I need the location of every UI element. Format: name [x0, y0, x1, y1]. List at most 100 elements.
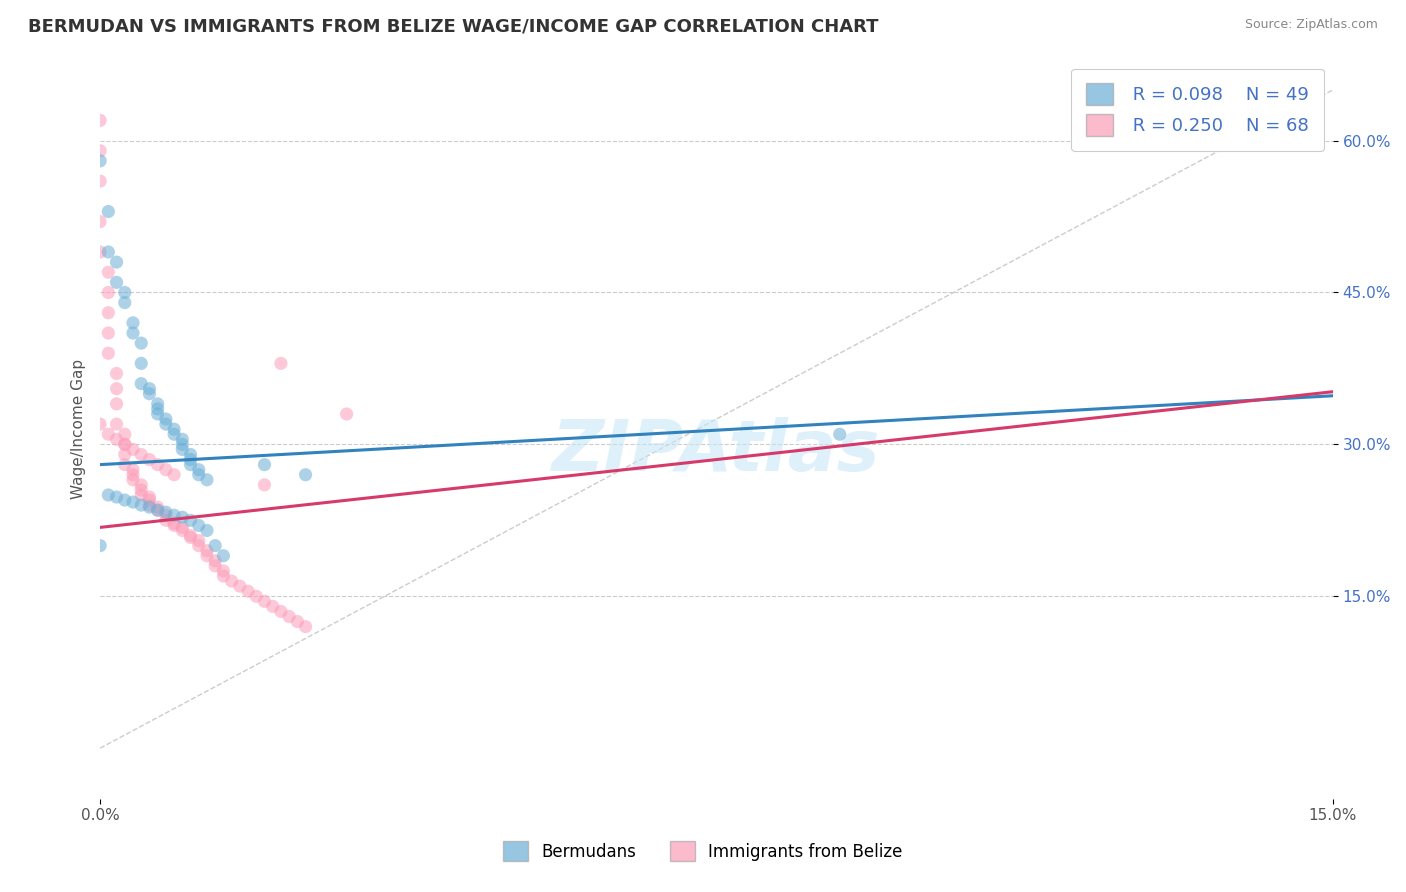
- Point: [155, 508, 177, 523]
- Point: [89, 153, 111, 168]
- Point: [89, 113, 111, 128]
- Point: [89, 417, 111, 431]
- Point: [97, 244, 120, 259]
- Point: [155, 412, 177, 426]
- Point: [236, 584, 259, 599]
- Point: [163, 467, 186, 482]
- Point: [180, 531, 202, 545]
- Point: [105, 382, 128, 396]
- Point: [97, 285, 120, 300]
- Point: [155, 513, 177, 527]
- Point: [129, 498, 152, 512]
- Text: ZIPAtlas: ZIPAtlas: [553, 417, 880, 486]
- Point: [180, 513, 202, 527]
- Point: [221, 574, 243, 588]
- Point: [146, 407, 169, 421]
- Point: [122, 495, 145, 509]
- Point: [138, 498, 160, 512]
- Point: [253, 458, 276, 472]
- Point: [114, 437, 136, 451]
- Point: [129, 336, 152, 351]
- Point: [114, 493, 136, 508]
- Point: [114, 458, 136, 472]
- Point: [122, 467, 145, 482]
- Point: [204, 558, 226, 573]
- Point: [172, 510, 194, 524]
- Legend: Bermudans, Immigrants from Belize: Bermudans, Immigrants from Belize: [491, 828, 915, 875]
- Point: [172, 520, 194, 534]
- Point: [97, 427, 120, 442]
- Point: [245, 589, 267, 603]
- Point: [229, 579, 252, 593]
- Text: BERMUDAN VS IMMIGRANTS FROM BELIZE WAGE/INCOME GAP CORRELATION CHART: BERMUDAN VS IMMIGRANTS FROM BELIZE WAGE/…: [28, 18, 879, 36]
- Point: [138, 500, 160, 515]
- Point: [122, 463, 145, 477]
- Point: [97, 204, 120, 219]
- Point: [195, 543, 218, 558]
- Point: [122, 442, 145, 457]
- Point: [122, 473, 145, 487]
- Point: [336, 407, 359, 421]
- Point: [146, 401, 169, 416]
- Point: [89, 539, 111, 553]
- Point: [195, 549, 218, 563]
- Point: [89, 174, 111, 188]
- Point: [278, 609, 301, 624]
- Point: [195, 473, 218, 487]
- Y-axis label: Wage/Income Gap: Wage/Income Gap: [72, 359, 86, 500]
- Point: [204, 554, 226, 568]
- Point: [212, 564, 235, 578]
- Point: [828, 427, 851, 442]
- Point: [89, 244, 111, 259]
- Point: [138, 490, 160, 504]
- Point: [262, 599, 284, 614]
- Point: [138, 386, 160, 401]
- Point: [129, 483, 152, 497]
- Point: [97, 265, 120, 279]
- Point: [172, 442, 194, 457]
- Point: [138, 382, 160, 396]
- Point: [163, 427, 186, 442]
- Point: [180, 452, 202, 467]
- Point: [163, 508, 186, 523]
- Point: [163, 422, 186, 436]
- Point: [105, 417, 128, 431]
- Point: [129, 356, 152, 370]
- Point: [146, 500, 169, 515]
- Point: [97, 488, 120, 502]
- Point: [195, 524, 218, 538]
- Point: [129, 488, 152, 502]
- Point: [138, 452, 160, 467]
- Point: [187, 533, 209, 548]
- Point: [187, 539, 209, 553]
- Point: [187, 467, 209, 482]
- Point: [105, 276, 128, 290]
- Point: [294, 619, 316, 633]
- Point: [155, 463, 177, 477]
- Point: [105, 367, 128, 381]
- Point: [105, 432, 128, 446]
- Point: [155, 505, 177, 519]
- Point: [285, 615, 308, 629]
- Point: [138, 493, 160, 508]
- Point: [212, 549, 235, 563]
- Point: [122, 316, 145, 330]
- Point: [294, 467, 316, 482]
- Point: [253, 478, 276, 492]
- Point: [97, 306, 120, 320]
- Point: [129, 376, 152, 391]
- Point: [105, 490, 128, 504]
- Point: [97, 326, 120, 340]
- Point: [129, 478, 152, 492]
- Point: [105, 397, 128, 411]
- Point: [146, 503, 169, 517]
- Point: [163, 518, 186, 533]
- Point: [146, 458, 169, 472]
- Point: [146, 397, 169, 411]
- Point: [146, 503, 169, 517]
- Point: [270, 604, 292, 618]
- Point: [180, 458, 202, 472]
- Point: [187, 463, 209, 477]
- Point: [180, 528, 202, 542]
- Text: Source: ZipAtlas.com: Source: ZipAtlas.com: [1244, 18, 1378, 31]
